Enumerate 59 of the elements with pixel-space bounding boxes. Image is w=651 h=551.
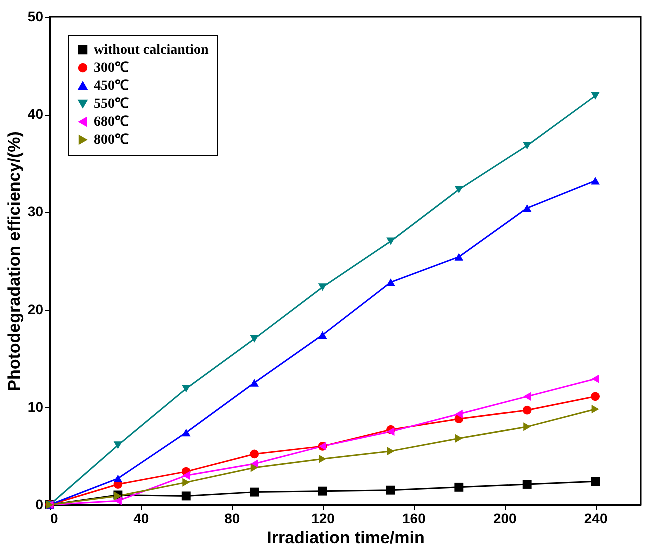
- point: [182, 385, 191, 393]
- point: [114, 496, 122, 506]
- y-tick-label: 40: [28, 106, 44, 122]
- point: [591, 477, 600, 486]
- y-tick-label: 10: [28, 398, 44, 415]
- point: [114, 442, 123, 450]
- point: [319, 454, 326, 464]
- y-tick-label: 0: [36, 496, 44, 512]
- legend-label: 550℃: [94, 97, 129, 112]
- point: [591, 392, 600, 402]
- point: [318, 284, 328, 292]
- legend-label: 450℃: [94, 79, 129, 94]
- x-tick-label: 240: [584, 510, 608, 526]
- x-tick-label: 40: [134, 510, 150, 526]
- point: [318, 331, 328, 339]
- point: [182, 428, 191, 437]
- point: [592, 374, 600, 384]
- point: [386, 486, 396, 495]
- point: [182, 492, 191, 501]
- point: [522, 406, 532, 415]
- point: [454, 482, 464, 492]
- x-tick-label: 80: [224, 510, 240, 526]
- legend-label: 680℃: [94, 115, 129, 130]
- point: [455, 434, 463, 443]
- x-tick-label: 200: [493, 510, 518, 526]
- x-axis-title: Irradiation time/min: [267, 528, 425, 548]
- point: [386, 238, 396, 246]
- x-tick-label: 120: [312, 510, 336, 526]
- point: [522, 204, 532, 212]
- point: [454, 186, 464, 194]
- point: [114, 474, 123, 482]
- point: [522, 480, 532, 489]
- point: [182, 471, 190, 480]
- point: [318, 486, 328, 496]
- y-axis-title: Photodegradation efficiency/(%): [4, 132, 24, 392]
- point: [524, 422, 532, 432]
- point: [182, 478, 190, 487]
- point: [592, 405, 600, 414]
- legend-label: 800℃: [94, 133, 129, 148]
- point: [522, 142, 532, 150]
- y-tick-label: 30: [28, 204, 44, 220]
- point: [524, 392, 532, 401]
- point: [250, 379, 259, 387]
- point: [250, 335, 259, 343]
- point: [455, 410, 463, 419]
- point: [591, 92, 600, 100]
- y-tick-label: 50: [28, 8, 44, 24]
- point: [250, 464, 258, 472]
- x-tick-label: 160: [402, 510, 426, 526]
- point: [250, 450, 260, 459]
- point: [454, 253, 464, 261]
- legend-label: without calciantion: [94, 43, 209, 58]
- legend-label: 300℃: [94, 61, 129, 76]
- point: [387, 447, 395, 456]
- y-tick-label: 20: [28, 301, 44, 318]
- point: [386, 278, 396, 286]
- point: [250, 488, 260, 497]
- x-tick-label: 0: [50, 510, 58, 526]
- point: [591, 177, 600, 185]
